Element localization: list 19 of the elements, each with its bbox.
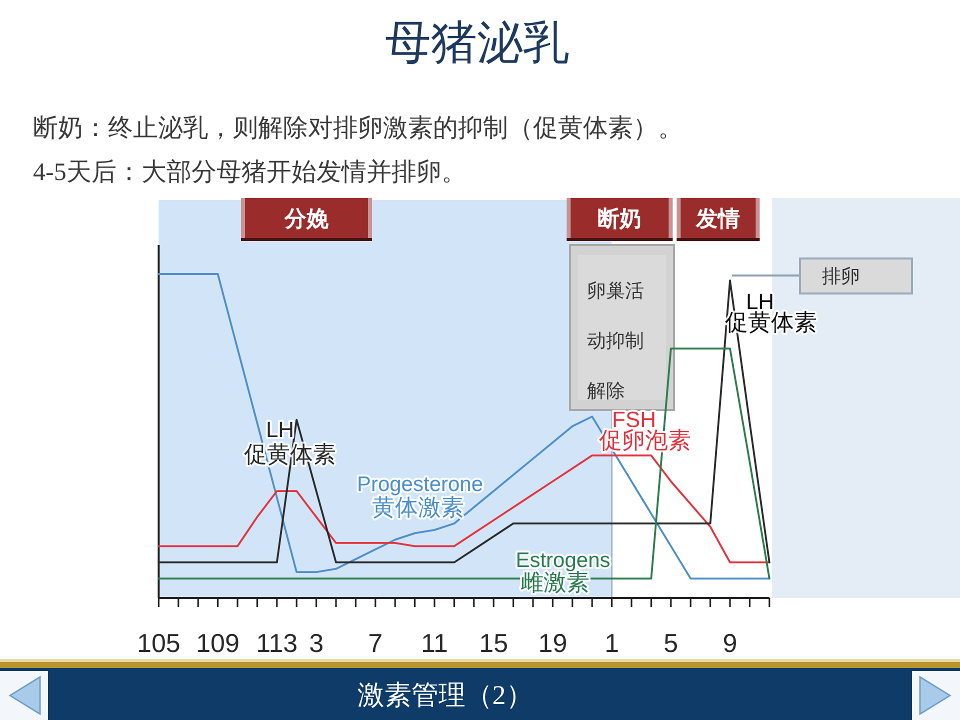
x-tick-label: 15 (479, 628, 508, 658)
annotation: 排卵 (822, 266, 860, 288)
text: 断奶 (598, 206, 642, 231)
x-tick-label: 109 (196, 628, 240, 658)
text: 分娩 (284, 206, 330, 231)
chart-subtitle: 断奶：终止泌乳，则解除对排卵激素的抑制（促黄体素）。 4-5天后：大部分母猪开始发情并排卵。 (33, 115, 683, 186)
x-tick-label: 113 (256, 628, 298, 658)
x-tick-label: 19 (538, 628, 568, 658)
x-tick-label: 105 (137, 628, 180, 658)
series-label: Progesterone 黄体激素 (356, 473, 484, 520)
x-tick-label: 3 (309, 628, 324, 658)
chart-title: 母猪泌乳 (385, 17, 569, 68)
x-tick-label: 9 (722, 628, 738, 658)
text: 卵巢活动抑制解除 (587, 281, 644, 402)
x-tick-label: 5 (664, 628, 678, 658)
x-tick-label: 1 (604, 628, 620, 658)
x-tick-label: 7 (368, 628, 383, 658)
x-tick-label: 11 (421, 628, 448, 658)
text: 发情 (695, 206, 740, 231)
